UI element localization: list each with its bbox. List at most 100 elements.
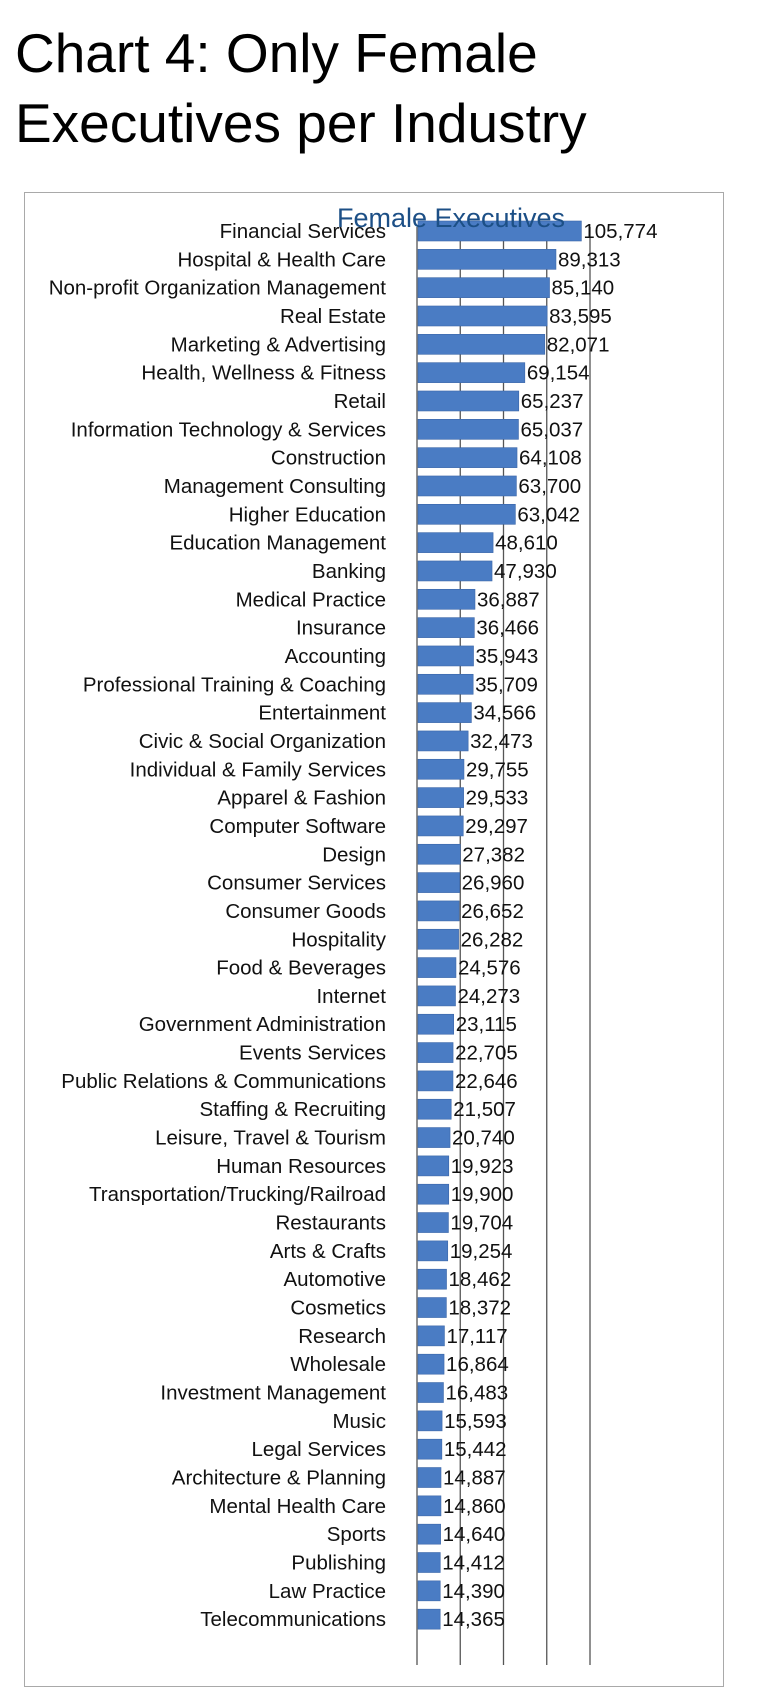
bar [417, 617, 475, 638]
value-label: 63,042 [517, 503, 580, 526]
category-label: Hospitality [291, 928, 386, 951]
value-label: 14,640 [443, 1523, 506, 1546]
category-label: Non-profit Organization Management [49, 277, 387, 300]
category-label: Computer Software [209, 815, 386, 838]
bar [417, 1070, 454, 1092]
value-label: 14,412 [442, 1552, 505, 1575]
value-label: 19,704 [450, 1212, 513, 1235]
value-label: 32,473 [470, 730, 533, 753]
category-label: Education Management [169, 532, 386, 555]
value-label: 69,154 [527, 362, 590, 385]
bar [417, 900, 460, 922]
category-label: Retail [334, 390, 386, 413]
category-label: Health, Wellness & Fitness [141, 362, 386, 385]
bar [417, 1042, 454, 1063]
bar [417, 1325, 445, 1347]
value-label: 82,071 [547, 333, 610, 356]
bar [417, 419, 519, 440]
value-label: 19,254 [450, 1240, 513, 1263]
bar [417, 673, 474, 695]
category-label: Individual & Family Services [130, 758, 386, 781]
chart-frame: Financial Services Hospital & Health Care… [24, 192, 724, 1687]
value-label: 29,533 [466, 787, 529, 810]
value-label: 20,740 [452, 1127, 515, 1150]
category-label: Investment Management [160, 1382, 386, 1405]
category-label: Banking [312, 560, 386, 583]
value-label: 65,037 [520, 418, 583, 441]
value-label: 47,930 [494, 560, 557, 583]
category-label: Financial Services [220, 220, 386, 243]
category-label: Legal Services [252, 1438, 386, 1461]
bar [417, 1127, 451, 1148]
bar [417, 957, 457, 978]
category-label: Automotive [283, 1268, 386, 1291]
bar [417, 730, 469, 752]
category-label: Information Technology & Services [71, 418, 386, 441]
bar [417, 1495, 442, 1517]
value-label: 35,943 [476, 645, 539, 668]
category-label: Insurance [296, 617, 386, 640]
value-label: 14,860 [443, 1495, 506, 1518]
bar [417, 787, 464, 808]
value-label: 65,237 [521, 390, 584, 413]
category-label: Hospital & Health Care [177, 248, 386, 271]
bar [417, 1183, 450, 1205]
category-label: Consumer Goods [225, 900, 386, 923]
value-label: 19,900 [451, 1183, 514, 1206]
value-label: 21,507 [453, 1098, 516, 1121]
category-label: Professional Training & Coaching [83, 673, 386, 696]
value-label: 64,108 [519, 447, 582, 470]
bar [417, 1467, 442, 1488]
category-label: Arts & Crafts [270, 1240, 386, 1263]
category-label: Sports [327, 1523, 386, 1546]
category-label: Events Services [239, 1042, 386, 1065]
category-label: Higher Education [229, 503, 386, 526]
category-label: Publishing [291, 1552, 386, 1575]
value-label: 26,652 [461, 900, 524, 923]
value-label: 15,593 [444, 1410, 507, 1433]
bar [417, 1098, 452, 1120]
bar [417, 334, 546, 355]
value-label: 34,566 [473, 702, 536, 725]
value-label: 29,755 [466, 758, 529, 781]
category-label: Research [298, 1325, 386, 1348]
value-label: 22,646 [455, 1070, 518, 1093]
value-label: 23,115 [456, 1013, 517, 1036]
bar [417, 645, 474, 667]
value-label: 83,595 [549, 305, 612, 328]
category-label: Staffing & Recruiting [199, 1098, 386, 1121]
value-label: 24,273 [457, 985, 520, 1008]
bar [417, 390, 520, 412]
category-label: Consumer Services [207, 872, 386, 895]
value-labels: 105,774 89,313 85,140 83,595 82,071 69,154 65,… [442, 220, 657, 1631]
value-label: 14,887 [443, 1467, 506, 1490]
category-label: Entertainment [258, 702, 386, 725]
bar [417, 560, 493, 582]
bar [417, 220, 582, 242]
category-label: Marketing & Advertising [171, 333, 386, 356]
category-label: Apparel & Fashion [217, 787, 386, 810]
category-labels: Financial Services Hospital & Health Care… [49, 220, 387, 1631]
category-label: Leisure, Travel & Tourism [155, 1127, 386, 1150]
value-label: 27,382 [462, 843, 525, 866]
value-label: 105,774 [583, 220, 657, 243]
bar [417, 532, 494, 553]
legend-label: Female Executives [337, 203, 565, 233]
bar [417, 1240, 449, 1262]
bar [417, 1155, 450, 1177]
category-label: Internet [316, 985, 386, 1008]
category-label: Government Administration [139, 1013, 386, 1036]
category-label: Architecture & Planning [172, 1467, 386, 1490]
bar [417, 305, 548, 327]
category-label: Management Consulting [164, 475, 386, 498]
chart-title: Chart 4: Only Female Executives per Indu… [15, 22, 587, 154]
bar [417, 872, 460, 893]
value-label: 26,282 [461, 928, 524, 951]
value-label: 35,709 [475, 673, 538, 696]
bar [417, 1580, 441, 1602]
category-label: Transportation/Trucking/Railroad [89, 1183, 386, 1206]
value-label: 14,365 [442, 1608, 505, 1631]
category-label: Law Practice [269, 1580, 386, 1603]
bar [417, 588, 476, 610]
bar [417, 1410, 443, 1432]
